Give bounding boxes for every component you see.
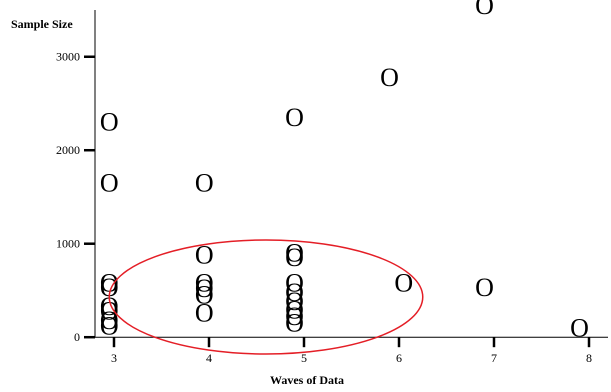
- y-tick-label: 2000: [56, 143, 80, 157]
- x-axis-title: Waves of Data: [270, 373, 344, 387]
- data-point: O: [285, 103, 304, 132]
- y-tick-label: 1000: [56, 237, 80, 251]
- x-tick-label: 4: [206, 351, 212, 365]
- data-point: O: [100, 168, 119, 197]
- data-point: O: [285, 243, 304, 272]
- data-point: O: [285, 302, 304, 331]
- y-tick-label: 3000: [56, 50, 80, 64]
- data-point: O: [100, 292, 119, 321]
- x-tick-label: 8: [586, 351, 592, 365]
- highlight-ellipse: [108, 239, 424, 355]
- y-tick-label: 0: [74, 330, 80, 344]
- data-point: O: [195, 274, 214, 303]
- x-axis-ticks: 3 4 5 6 7 8: [111, 337, 592, 365]
- data-point: O: [285, 278, 304, 307]
- data-point: O: [475, 273, 494, 302]
- y-axis-ticks: 0 1000 2000 3000: [56, 50, 95, 344]
- data-point: O: [285, 239, 304, 268]
- data-point: O: [195, 281, 214, 310]
- x-tick-label: 3: [111, 351, 117, 365]
- data-point: O: [285, 268, 304, 297]
- data-point: O: [195, 298, 214, 327]
- y-axis-title: Sample Size: [11, 17, 73, 31]
- data-point: O: [570, 313, 589, 342]
- data-point: O: [100, 297, 119, 326]
- data-point: O: [195, 268, 214, 297]
- data-point: O: [285, 309, 304, 338]
- data-point: O: [100, 108, 119, 137]
- data-point: O: [285, 287, 304, 316]
- data-point: O: [285, 296, 304, 325]
- data-point: O: [100, 273, 119, 302]
- data-point: O: [100, 306, 119, 335]
- x-tick-label: 6: [396, 351, 402, 365]
- data-point: O: [100, 268, 119, 297]
- data-point: O: [394, 268, 413, 297]
- x-tick-label: 7: [491, 351, 497, 365]
- data-point: O: [195, 240, 214, 269]
- data-point: O: [195, 168, 214, 197]
- x-tick-label: 5: [301, 351, 307, 365]
- data-point: O: [475, 0, 494, 20]
- data-point: O: [100, 311, 119, 340]
- data-point: O: [380, 63, 399, 92]
